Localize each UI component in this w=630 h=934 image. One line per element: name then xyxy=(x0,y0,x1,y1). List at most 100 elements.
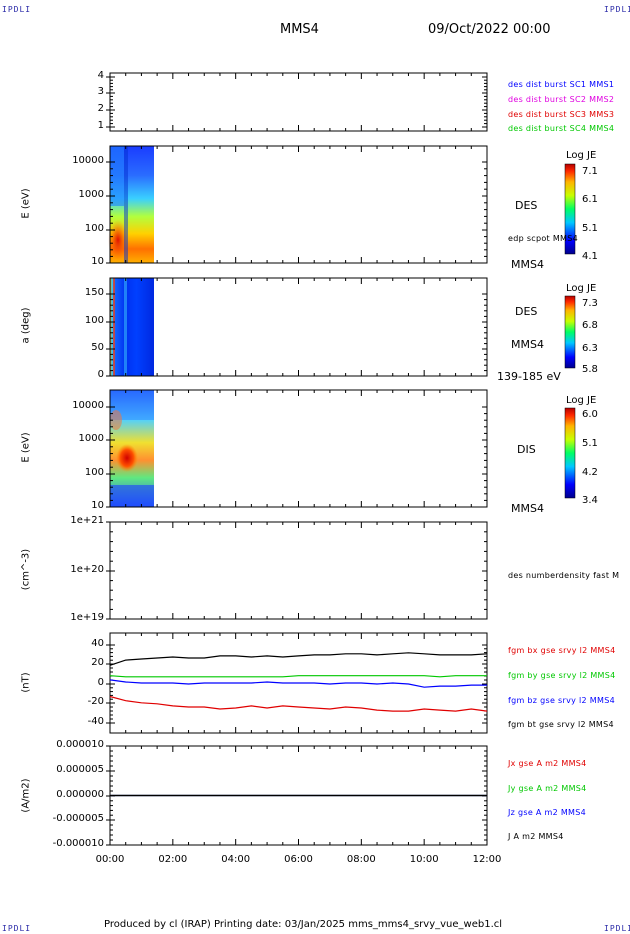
ylabel-current: (A/m2) xyxy=(20,778,32,813)
y-tick-label: 1e+20 xyxy=(70,564,104,575)
spacecraft-title: MMS4 xyxy=(280,22,319,37)
des-pitch-spacecraft-label: MMS4 xyxy=(511,338,544,351)
y-tick-label: 10000 xyxy=(72,400,104,411)
y-tick-label: 1e+21 xyxy=(70,515,104,526)
y-tick-label: -0.000005 xyxy=(52,813,104,824)
y-tick-label: 40 xyxy=(91,638,104,649)
ylabel-dis-energy: E (eV) xyxy=(20,432,32,463)
series-line xyxy=(109,679,487,688)
y-tick-label: 0.000005 xyxy=(56,764,104,775)
panel-frame xyxy=(109,72,488,132)
ylabel-density: (cm^-3) xyxy=(20,548,32,591)
legend-fgm-by: fgm by gse srvy l2 MMS4 xyxy=(508,671,616,680)
colorbar-des-energy-tick: 4.1 xyxy=(582,251,598,262)
legend-mms1: des dist burst SC1 MMS1 xyxy=(508,80,615,89)
corner-mark-top-right: IPDLI xyxy=(604,5,630,14)
series-line xyxy=(109,675,487,678)
des-label: DES xyxy=(515,199,538,212)
legend-mms4: des dist burst SC4 MMS4 xyxy=(508,124,615,133)
series-lines xyxy=(109,652,488,797)
colorbar-dis-energy-title: Log JE xyxy=(566,395,597,406)
legend-fgm-bt: fgm bt gse srvy l2 MMS4 xyxy=(508,720,614,729)
pitch-energy-range-label: 139-185 eV xyxy=(497,370,561,383)
panel-frame xyxy=(109,521,488,620)
series-line xyxy=(109,652,488,666)
panel-frame xyxy=(109,389,488,508)
legend-jz: Jz gse A m2 MMS4 xyxy=(508,808,587,817)
y-tick-label: 0 xyxy=(97,369,104,380)
y-tick-label: 1 xyxy=(97,120,104,131)
series-line xyxy=(109,695,488,712)
y-tick-label: 10000 xyxy=(72,155,104,166)
y-tick-label: 10 xyxy=(91,500,104,511)
ylabel-fgm: (nT) xyxy=(20,672,32,693)
colorbar-des-energy xyxy=(564,163,576,255)
x-tick-label: 12:00 xyxy=(472,854,502,865)
dis-spacecraft-label: MMS4 xyxy=(511,502,544,515)
x-tick-label: 04:00 xyxy=(221,854,251,865)
colorbar-des-pitch xyxy=(564,295,576,369)
y-tick-label: -20 xyxy=(87,696,104,707)
legend-density: des numberdensity fast M xyxy=(508,571,620,580)
colorbar-des-pitch-tick: 6.3 xyxy=(582,343,598,354)
y-tick-label: -40 xyxy=(87,716,104,727)
date-title: 09/Oct/2022 00:00 xyxy=(428,22,551,37)
colorbar-des-energy-tick: 7.1 xyxy=(582,166,598,177)
y-tick-label: 0.000010 xyxy=(56,739,104,750)
y-tick-label: 3 xyxy=(97,86,104,97)
legend-fgm-bx: fgm bx gse srvy l2 MMS4 xyxy=(508,646,616,655)
colorbar-des-pitch-title: Log JE xyxy=(566,283,597,294)
des-pitch-label: DES xyxy=(515,305,538,318)
legend-mms3: des dist burst SC3 MMS3 xyxy=(508,110,615,119)
x-tick-label: 06:00 xyxy=(284,854,313,865)
y-tick-label: 100 xyxy=(84,223,104,234)
des-energy-spectrogram xyxy=(108,146,154,263)
y-tick-label: 20 xyxy=(91,657,104,668)
panel-frame xyxy=(109,145,488,264)
legend-jy: Jy gse A m2 MMS4 xyxy=(508,784,587,793)
legend-j: J A m2 MMS4 xyxy=(508,832,564,841)
legend-mms2: des dist burst SC2 MMS2 xyxy=(508,95,615,104)
y-tick-label: 100 xyxy=(84,467,104,478)
des-energy-spacecraft-label: MMS4 xyxy=(511,258,544,271)
y-tick-label: 150 xyxy=(84,287,104,298)
colorbar-des-energy-title: Log JE xyxy=(566,150,597,161)
corner-mark-top-left: IPDLI xyxy=(2,5,32,14)
panel-frames xyxy=(106,72,488,846)
y-tick-label: 1000 xyxy=(78,433,104,444)
des-pitch-spectrogram xyxy=(110,278,154,376)
colorbar-dis-energy xyxy=(564,407,576,499)
colorbar-des-pitch-tick: 6.8 xyxy=(582,320,598,331)
corner-mark-bottom-left: IPDLI xyxy=(2,924,32,933)
legend-fgm-bz: fgm bz gse srvy l2 MMS4 xyxy=(508,696,615,705)
colorbar-des-energy-tick: 5.1 xyxy=(582,223,598,234)
y-tick-label: 2 xyxy=(97,103,104,114)
dis-label: DIS xyxy=(517,443,536,456)
colorbar-dis-energy-tick: 5.1 xyxy=(582,438,598,449)
edp-scpot-label: edp scpot MMS4 xyxy=(508,234,579,243)
ylabel-des-energy: E (eV) xyxy=(20,188,32,219)
y-tick-label: 10 xyxy=(91,256,104,267)
colorbar-des-pitch-tick: 5.8 xyxy=(582,364,598,375)
legend-jx: Jx gse A m2 MMS4 xyxy=(508,759,587,768)
x-tick-label: 00:00 xyxy=(95,854,125,865)
y-tick-label: 100 xyxy=(84,315,104,326)
y-tick-label: 1000 xyxy=(78,189,104,200)
y-tick-label: 0.000000 xyxy=(56,789,104,800)
colorbar-dis-energy-tick: 6.0 xyxy=(582,409,598,420)
panel-frame xyxy=(109,277,488,377)
x-tick-label: 02:00 xyxy=(158,854,188,865)
y-tick-label: 4 xyxy=(97,70,104,81)
y-tick-label: 1e+19 xyxy=(70,612,104,623)
dis-energy-spectrogram xyxy=(110,390,154,507)
x-tick-label: 10:00 xyxy=(409,854,439,865)
colorbar-dis-energy-tick: 4.2 xyxy=(582,467,598,478)
footer-credit: Produced by cl (IRAP) Printing date: 03/… xyxy=(104,919,503,930)
corner-mark-bottom-right: IPDLI xyxy=(604,924,630,933)
colorbar-des-pitch-tick: 7.3 xyxy=(582,298,598,309)
colorbar-dis-energy-tick: 3.4 xyxy=(582,495,598,506)
y-tick-label: 50 xyxy=(91,342,104,353)
colorbar-des-energy-tick: 6.1 xyxy=(582,194,598,205)
x-tick-label: 08:00 xyxy=(346,854,376,865)
